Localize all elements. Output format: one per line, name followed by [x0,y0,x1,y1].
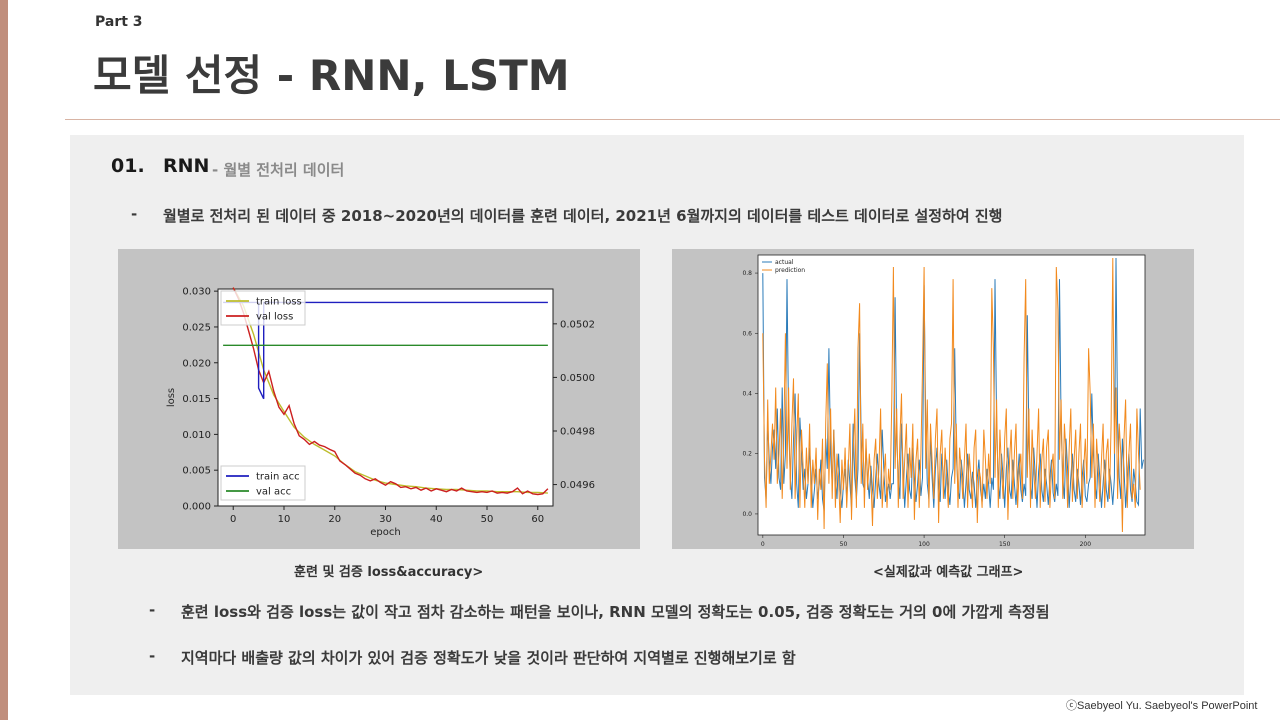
y2-tick-label: 0.0498 [560,426,595,437]
legend-label: train loss [256,297,302,308]
caption-left: 훈련 및 검증 loss&accuracy> [294,565,484,580]
series-line-train-loss [232,287,548,494]
x-tick-label: 150 [999,541,1011,548]
actual-prediction-chart: 0 50 100 150 200 0.0 0.2 0.4 0.6 0.8 actualpredict… [742,254,1146,548]
legend-label: prediction [775,267,805,274]
x-tick-label: 200 [1080,541,1092,548]
bullet-text-2: 훈련 loss와 검증 loss는 값이 작고 점차 감소하는 패턴을 보이나,… [181,603,1050,621]
y2-tick-label: 0.0502 [560,319,595,330]
bullet-dash: - [131,205,138,223]
bullet-dash: - [149,601,156,619]
accent-bar [0,0,8,720]
x-tick-label: 50 [481,514,494,525]
part-label: Part 3 [95,14,143,30]
x-tick-label: 10 [278,514,291,525]
y-tick-label: 0.4 [742,390,752,397]
x-tick-label: 100 [918,541,930,548]
legend-label: train acc [256,472,300,483]
y-tick-label: 0.030 [182,287,211,298]
legend-label: val loss [256,312,293,323]
loss-accuracy-chart: 0 10 20 30 40 50 60 0.000 0.005 0.010 0.015 0.020 0.… [166,287,595,538]
y-tick-label: 0.6 [742,330,752,337]
legend-box [220,465,306,501]
loss-accuracy-figure: 0 10 20 30 40 50 60 0.000 0.005 0.010 0.015 0.020 0.… [118,249,640,549]
x-tick-label: 60 [531,514,544,525]
section-subtitle: - 월별 전처리 데이터 [212,161,345,179]
y-axis-label: loss [166,388,177,407]
y-tick-label: 0.020 [182,358,211,369]
x-tick-label: 40 [430,514,443,525]
y-tick-label: 0.015 [182,394,211,405]
bullet-dash: - [149,647,156,665]
footer-credit: ⓒSaebyeol Yu. Saebyeol's PowerPoint [1066,700,1258,712]
x-tick-label: 0 [761,541,765,548]
y-tick-label: 0.025 [182,322,211,333]
section-number: 01. [111,155,145,177]
bullet-text-1: 월별로 전처리 된 데이터 중 2018~2020년의 데이터를 훈련 데이터,… [163,207,1003,225]
legend-box [220,290,306,326]
caption-right: <실제값과 예측값 그래프> [873,565,1024,580]
slide-title: 모델 선정 - RNN, LSTM [93,51,570,100]
x-tick-label: 0 [230,514,236,525]
series-line-actual [762,257,1144,511]
y-tick-label: 0.000 [182,502,211,513]
x-tick-label: 50 [840,541,848,548]
bullet-text-3: 지역마다 배출량 값의 차이가 있어 검증 정확도가 낮을 것이라 판단하여 지… [181,649,796,667]
legend-label: actual [775,259,794,266]
series-line-prediction [762,257,1141,533]
x-tick-label: 20 [328,514,341,525]
section-title: RNN [163,155,210,177]
legend-label: val acc [256,487,291,498]
title-divider [65,119,1280,120]
y-tick-label: 0.2 [742,451,752,458]
y-tick-label: 0.005 [182,466,211,477]
y2-tick-label: 0.0496 [560,480,595,491]
y-tick-label: 0.010 [182,430,211,441]
x-axis-label: epoch [370,527,400,538]
actual-prediction-figure: 0 50 100 150 200 0.0 0.2 0.4 0.6 0.8 actual predict… [672,249,1194,549]
series-line-val-loss [232,287,549,496]
y2-tick-label: 0.0500 [560,373,595,384]
y-tick-label: 0.0 [742,511,752,518]
x-tick-label: 30 [379,514,392,525]
y-tick-label: 0.8 [742,270,752,277]
